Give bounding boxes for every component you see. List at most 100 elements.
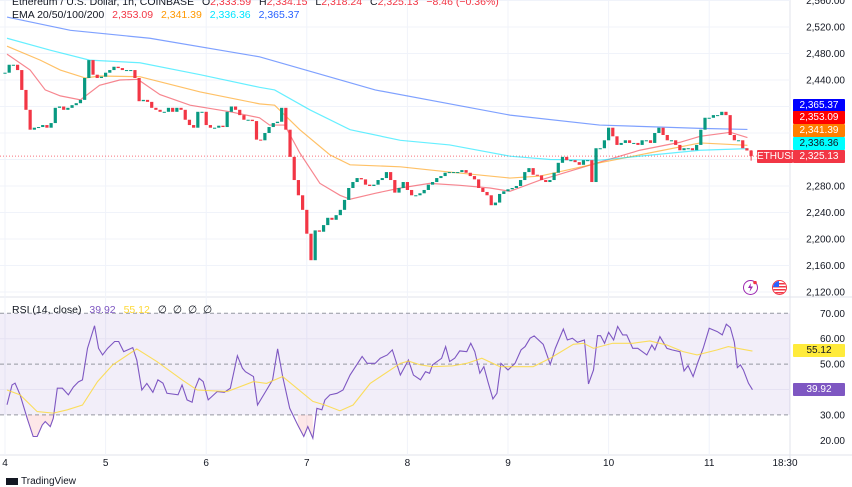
candle: [636, 142, 640, 145]
candle: [24, 89, 28, 110]
candle: [99, 76, 104, 79]
candle: [359, 178, 363, 180]
candle: [464, 170, 468, 173]
ohlc-high: H2,334.15: [258, 0, 308, 8]
candle: [531, 168, 535, 175]
time-tick-label: 5: [103, 458, 109, 469]
ema50-value: 2,341.39: [160, 9, 202, 21]
ema200-price-tag: 2,365.37: [793, 99, 845, 112]
candle: [175, 107, 179, 112]
price-tick-label: 2,160.00: [806, 261, 845, 272]
ema50-line: [6, 45, 748, 179]
candle: [187, 119, 192, 126]
candle: [648, 140, 653, 143]
candle: [267, 127, 271, 133]
candle: [179, 107, 183, 110]
candle: [32, 127, 36, 130]
candle: [7, 64, 11, 73]
candle: [28, 109, 32, 130]
candle: [418, 193, 422, 196]
candle: [20, 70, 24, 90]
candle: [296, 180, 301, 196]
candle: [141, 99, 145, 102]
candle: [288, 129, 292, 157]
candle: [460, 170, 464, 173]
candle: [544, 180, 548, 183]
tradingview-logo-icon: [6, 477, 18, 485]
candle: [196, 111, 200, 128]
candle: [426, 184, 430, 190]
candle: [334, 215, 338, 220]
candle: [439, 176, 443, 179]
candle: [313, 230, 317, 261]
candle: [192, 125, 196, 128]
candle: [749, 150, 753, 157]
candle: [506, 189, 510, 192]
time-tick-label: 4: [2, 458, 8, 469]
candle: [422, 189, 426, 194]
candle: [556, 162, 560, 173]
price-tick-label: 2,560.00: [806, 0, 845, 7]
candle: [183, 109, 187, 120]
rsi-legend[interactable]: RSI (14, close) 39.92 55.12 ∅ ∅ ∅ ∅: [12, 304, 217, 316]
candle: [741, 140, 745, 149]
candle: [372, 184, 376, 186]
candle: [317, 230, 321, 232]
candle: [309, 233, 313, 261]
candle: [577, 162, 581, 165]
lightning-icon[interactable]: [743, 280, 758, 295]
price-tick-label: 2,280.00: [806, 182, 845, 193]
ema100-line: [6, 37, 748, 161]
candle: [263, 133, 267, 141]
candle: [573, 160, 577, 163]
time-tick-label: 11: [704, 458, 715, 469]
candle: [502, 191, 506, 194]
candle: [527, 168, 531, 173]
tradingview-logo[interactable]: TradingView: [6, 476, 76, 487]
candle: [724, 111, 728, 116]
candle: [166, 107, 171, 112]
candle: [535, 174, 539, 176]
rsi-empty-1: ∅: [157, 304, 167, 316]
ema100-price-tag: 2,336.36: [793, 137, 845, 150]
candle: [11, 64, 15, 66]
us-flag-icon[interactable]: [772, 280, 787, 295]
last-price-tag: 2,325.13: [793, 150, 845, 163]
candle: [384, 172, 389, 179]
candle: [280, 107, 284, 122]
candle: [129, 70, 133, 72]
candle: [598, 148, 602, 150]
candle: [217, 125, 221, 128]
candle: [133, 70, 137, 79]
candle: [548, 180, 552, 183]
candle: [41, 125, 45, 128]
candle: [720, 111, 724, 116]
candle: [154, 107, 158, 110]
candle: [74, 103, 78, 106]
candle: [91, 60, 95, 75]
candle: [301, 195, 305, 210]
candle: [518, 180, 523, 186]
candle: [640, 140, 644, 145]
candle: [66, 107, 70, 110]
candle: [493, 202, 498, 206]
ema-legend[interactable]: EMA 20/50/100/200 2,353.09 2,341.39 2,33…: [12, 9, 304, 21]
candle: [430, 182, 435, 185]
candle: [36, 127, 41, 129]
candle: [95, 74, 99, 79]
rsi-empty-4: ∅: [203, 304, 213, 316]
candle: [246, 119, 250, 121]
candle: [481, 187, 485, 192]
ema20-price-tag: 2,353.09: [793, 111, 845, 124]
candle: [435, 178, 439, 183]
rsi-tag: 39.92: [793, 383, 845, 396]
ema20-value: 2,353.09: [112, 9, 154, 21]
candle: [661, 127, 665, 135]
candle: [498, 193, 502, 203]
candle: [158, 109, 162, 112]
candle: [456, 172, 460, 174]
symbol-legend: Ethereum / U.S. Dollar, 1h, COINBASE O2,…: [12, 0, 504, 8]
time-tick-label: 6: [203, 458, 209, 469]
time-tick-label: 7: [304, 458, 310, 469]
